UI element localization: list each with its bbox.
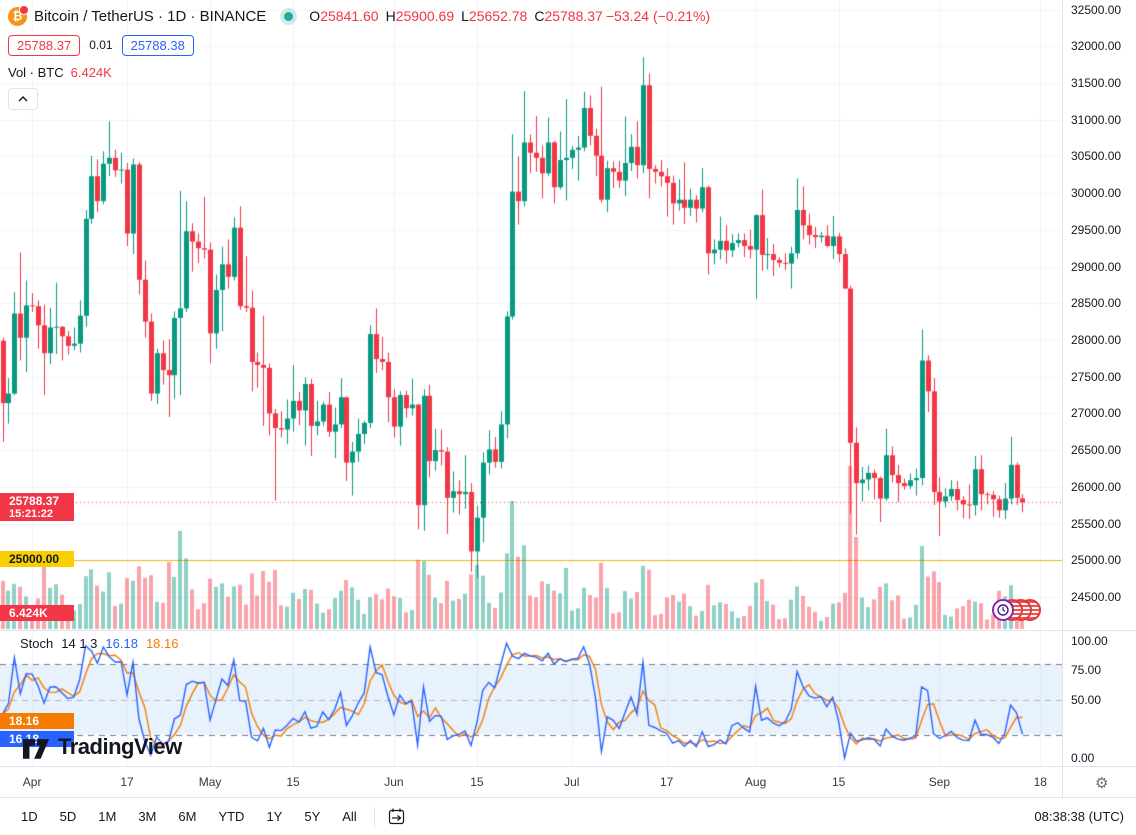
date-range-switcher: 1D 5D 1M 3M 6M YTD 1Y 5Y All bbox=[12, 805, 366, 828]
price-axis-label: 29000.00 bbox=[1071, 259, 1122, 274]
time-axis[interactable]: Apr 17 May 15 Jun 15 Jul 17 Aug 15 Sep 18 bbox=[0, 767, 1136, 797]
range-button-ytd[interactable]: YTD bbox=[218, 809, 245, 824]
calendar-icon bbox=[389, 808, 405, 825]
time-axis-label: May bbox=[198, 775, 222, 789]
collapse-pane-button[interactable] bbox=[8, 88, 38, 110]
stoch-d-tag: 18.16 bbox=[0, 713, 74, 729]
range-button-1d[interactable]: 1D bbox=[21, 809, 38, 824]
time-axis-label: Aug bbox=[744, 775, 767, 789]
price-axis-label: 25000.00 bbox=[1071, 553, 1122, 568]
ohlc-values: O25841.60 H25900.69 L25652.78 C25788.37 … bbox=[309, 8, 711, 24]
stoch-axis-label: 0.00 bbox=[1071, 751, 1095, 765]
stoch-axis-label: 100.00 bbox=[1071, 634, 1108, 648]
price-axis-label: 27500.00 bbox=[1071, 369, 1122, 384]
time-axis-label: 17 bbox=[659, 775, 674, 789]
bar-countdown: 15:21:22 bbox=[9, 508, 54, 521]
price-axis-label: 25500.00 bbox=[1071, 516, 1122, 531]
stoch-params: 14 1 3 bbox=[61, 636, 98, 651]
range-button-3m[interactable]: 3M bbox=[138, 809, 157, 824]
market-status-icon bbox=[284, 11, 294, 21]
price-axis-label: 28000.00 bbox=[1071, 332, 1122, 347]
tradingview-logo[interactable]: TradingView bbox=[22, 734, 182, 760]
stoch-d-value: 18.16 bbox=[145, 636, 179, 651]
pane-divider[interactable] bbox=[0, 766, 1136, 767]
price-axis-label: 27000.00 bbox=[1071, 406, 1122, 421]
price-axis-label: 29500.00 bbox=[1071, 222, 1122, 237]
price-axis-label: 30500.00 bbox=[1071, 149, 1122, 164]
time-axis-label: 17 bbox=[120, 775, 134, 789]
time-axis-label: Jul bbox=[564, 775, 580, 789]
time-axis-label: 15 bbox=[286, 775, 300, 789]
range-button-6m[interactable]: 6M bbox=[178, 809, 197, 824]
pane-divider[interactable] bbox=[0, 630, 1136, 631]
stoch-name: Stoch bbox=[20, 636, 54, 651]
time-axis-label: 15 bbox=[470, 775, 484, 789]
time-axis-label: Jun bbox=[384, 775, 404, 789]
stoch-axis-label: 50.00 bbox=[1071, 692, 1102, 707]
bitcoin-logo-icon: ₿ bbox=[8, 4, 29, 26]
alert-price-tag: 25000.00 bbox=[0, 551, 74, 568]
price-change: −53.24 (−0.21%) bbox=[605, 8, 711, 24]
range-button-1m[interactable]: 1M bbox=[98, 809, 117, 824]
spread-value: 0.01 bbox=[89, 38, 113, 52]
time-axis-label: 15 bbox=[831, 775, 846, 789]
notification-dot-icon bbox=[19, 4, 29, 15]
toolbar-divider bbox=[0, 797, 1136, 798]
price-axis-label: 26000.00 bbox=[1071, 479, 1122, 494]
gear-icon[interactable]: ⚙ bbox=[1095, 775, 1109, 792]
economic-event-icon[interactable] bbox=[992, 599, 1014, 621]
volume-legend: Vol · BTC 6.424K bbox=[8, 65, 112, 80]
event-markers[interactable] bbox=[992, 599, 1041, 621]
price-axis[interactable]: 32500.00 32000.00 31500.00 31000.00 30500.00… bbox=[1062, 0, 1136, 797]
last-price-tag: 25788.37 15:21:22 bbox=[0, 493, 74, 522]
time-axis-label: Sep bbox=[928, 775, 951, 789]
clock-utc[interactable]: 08:38:38 (UTC) bbox=[1034, 809, 1124, 824]
stoch-legend[interactable]: Stoch 14 1 3 16.18 18.16 bbox=[20, 636, 179, 651]
price-axis-label: 26500.00 bbox=[1071, 443, 1122, 458]
sell-price-button[interactable]: 25788.37 bbox=[8, 34, 81, 56]
chart-canvas[interactable] bbox=[0, 0, 1062, 766]
price-axis-label: 31000.00 bbox=[1071, 112, 1122, 127]
range-button-1y[interactable]: 1Y bbox=[266, 809, 283, 824]
chevron-up-icon bbox=[18, 96, 28, 102]
range-button-all[interactable]: All bbox=[342, 809, 357, 824]
price-axis-label: 32500.00 bbox=[1071, 2, 1122, 17]
bottom-toolbar: 1D 5D 1M 3M 6M YTD 1Y 5Y All 08:38:38 (UTC) bbox=[0, 798, 1136, 835]
volume-tag: 6.424K bbox=[0, 605, 74, 621]
symbol-title[interactable]: Bitcoin / TetherUS · 1D · BINANCE bbox=[34, 7, 267, 25]
price-axis-label: 28500.00 bbox=[1071, 296, 1122, 311]
toolbar-separator bbox=[373, 806, 375, 827]
price-axis-label: 32000.00 bbox=[1071, 39, 1122, 54]
stoch-axis-label: 75.00 bbox=[1071, 663, 1102, 678]
range-button-5y[interactable]: 5Y bbox=[304, 809, 321, 824]
go-to-date-button[interactable] bbox=[383, 805, 411, 829]
range-button-5d[interactable]: 5D bbox=[59, 809, 77, 824]
stoch-k-value: 16.18 bbox=[105, 636, 138, 651]
chart-legend: ₿ Bitcoin / TetherUS · 1D · BINANCE O258… bbox=[8, 4, 711, 110]
price-axis-label: 24500.00 bbox=[1071, 589, 1122, 604]
time-axis-label: 18 bbox=[1033, 775, 1047, 789]
buy-price-button[interactable]: 25788.38 bbox=[121, 34, 194, 56]
price-axis-label: 31500.00 bbox=[1071, 75, 1122, 90]
axis-separator bbox=[1062, 0, 1063, 797]
tradingview-mark-icon bbox=[22, 738, 50, 759]
price-axis-label: 30000.00 bbox=[1071, 186, 1122, 201]
time-axis-label: Apr bbox=[22, 775, 42, 789]
